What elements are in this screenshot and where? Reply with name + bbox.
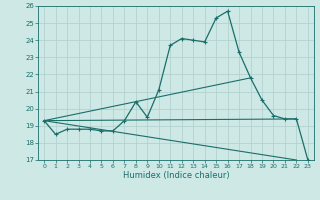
X-axis label: Humidex (Indice chaleur): Humidex (Indice chaleur) xyxy=(123,171,229,180)
